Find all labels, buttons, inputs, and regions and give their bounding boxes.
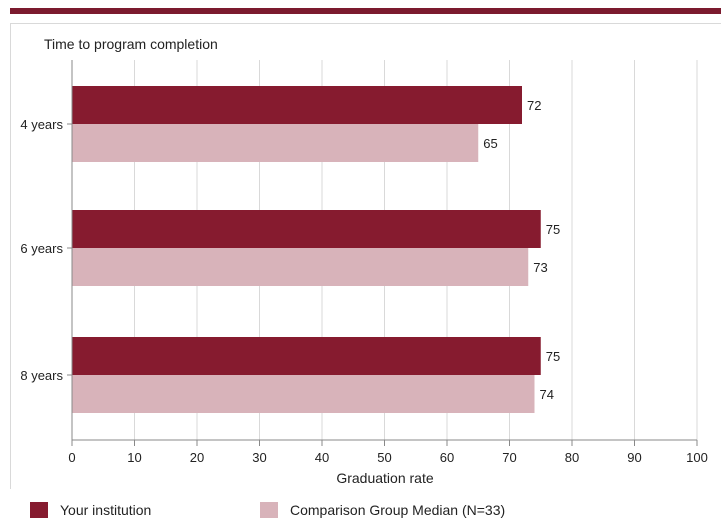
bar-comparison-group <box>72 375 535 413</box>
legend-swatch-comparison-group <box>260 501 278 518</box>
bar-value-label: 72 <box>527 98 541 113</box>
data-labels: 72 65 75 73 75 74 <box>483 98 560 402</box>
x-tick-label: 100 <box>686 450 708 465</box>
x-tick-label: 40 <box>315 450 329 465</box>
x-axis-title: Graduation rate <box>336 470 433 486</box>
x-tick-label: 0 <box>68 450 75 465</box>
y-category-label: 4 years <box>20 117 63 132</box>
x-tick-label: 50 <box>377 450 391 465</box>
legend-label: Comparison Group Median (N=33) <box>290 501 506 518</box>
bars <box>72 86 541 413</box>
legend: Your institution Comparison Group Median… <box>30 500 710 519</box>
bar-comparison-group <box>72 124 479 162</box>
bar-value-label: 75 <box>546 222 560 237</box>
bar-value-label: 65 <box>483 136 497 151</box>
x-tick-label: 30 <box>252 450 266 465</box>
legend-item-your-institution: Your institution <box>30 500 151 519</box>
x-tick-label: 20 <box>190 450 204 465</box>
x-tick-label: 10 <box>127 450 141 465</box>
legend-item-comparison-group: Comparison Group Median (N=33) <box>260 500 505 519</box>
bar-value-label: 73 <box>533 260 547 275</box>
top-rule <box>10 8 721 14</box>
bar-your-institution <box>72 337 541 375</box>
bar-your-institution <box>72 86 522 124</box>
bar-value-label: 74 <box>540 387 554 402</box>
bar-your-institution <box>72 210 541 248</box>
chart-frame <box>10 23 721 489</box>
x-tick-label: 60 <box>440 450 454 465</box>
x-tick-label: 90 <box>627 450 641 465</box>
legend-swatch-your-institution <box>30 501 48 518</box>
bar-value-label: 75 <box>546 349 560 364</box>
y-category-label: 8 years <box>20 368 63 383</box>
y-category-label: 6 years <box>20 241 63 256</box>
legend-label: Your institution <box>60 501 152 518</box>
x-tick-label: 70 <box>502 450 516 465</box>
x-tick-label: 80 <box>565 450 579 465</box>
chart-title: Time to program completion <box>44 36 218 52</box>
bar-comparison-group <box>72 248 529 286</box>
axes: 0 10 20 30 40 50 60 70 80 90 100 4 years 6 years 8 ye… <box>20 60 708 465</box>
